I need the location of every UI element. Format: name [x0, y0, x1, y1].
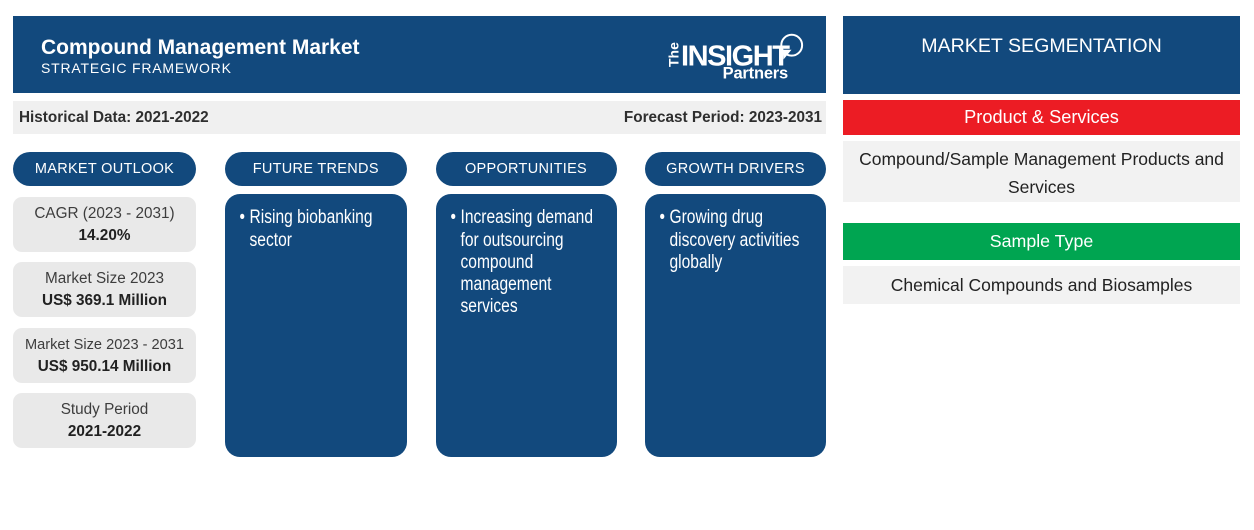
svg-text:Partners: Partners [723, 64, 788, 82]
svg-text:INSIGHT: INSIGHT [681, 41, 790, 73]
svg-text:The: The [666, 42, 682, 67]
